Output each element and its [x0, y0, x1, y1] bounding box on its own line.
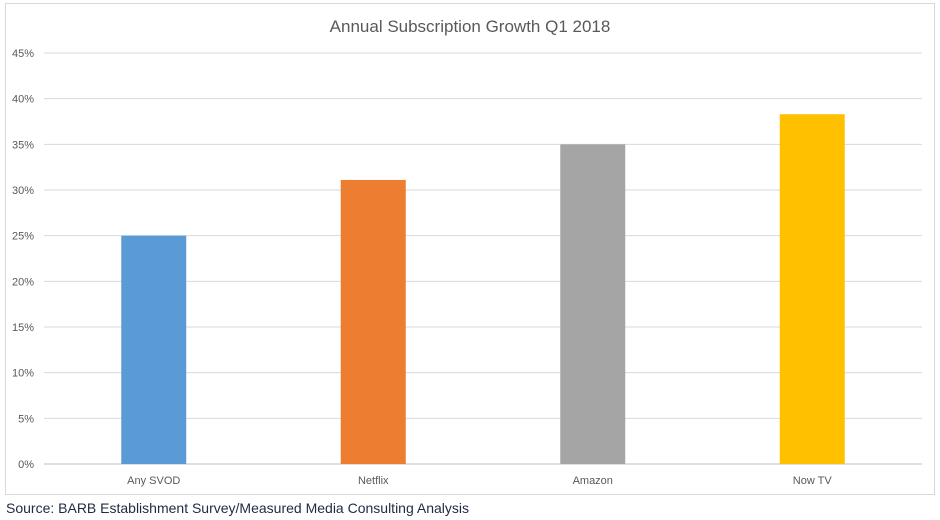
- y-tick-label: 10%: [12, 368, 34, 380]
- y-tick-label: 15%: [12, 322, 34, 334]
- chart-title: Annual Subscription Growth Q1 2018: [330, 17, 611, 36]
- x-tick-label: Netflix: [358, 475, 389, 487]
- y-tick-label: 5%: [18, 413, 34, 425]
- y-tick-label: 45%: [12, 48, 34, 60]
- y-tick-label: 0%: [18, 459, 34, 471]
- source-note: Source: BARB Establishment Survey/Measur…: [6, 500, 469, 516]
- y-tick-label: 40%: [12, 94, 34, 106]
- y-tick-label: 25%: [12, 231, 34, 243]
- x-tick-label: Amazon: [573, 475, 613, 487]
- bar-amazon: [560, 144, 626, 465]
- bar-now-tv: [779, 114, 845, 465]
- x-tick-label: Any SVOD: [127, 475, 180, 487]
- bar-chart: Annual Subscription Growth Q1 2018 0% 5% 1…: [12, 17, 922, 487]
- bar-any-svod: [121, 235, 187, 464]
- bar-netflix: [340, 179, 406, 464]
- chart-frame: [5, 3, 935, 495]
- y-tick-label: 20%: [12, 276, 34, 288]
- x-tick-label: Now TV: [793, 475, 833, 487]
- y-tick-label: 30%: [12, 185, 34, 197]
- y-tick-label: 35%: [12, 139, 34, 151]
